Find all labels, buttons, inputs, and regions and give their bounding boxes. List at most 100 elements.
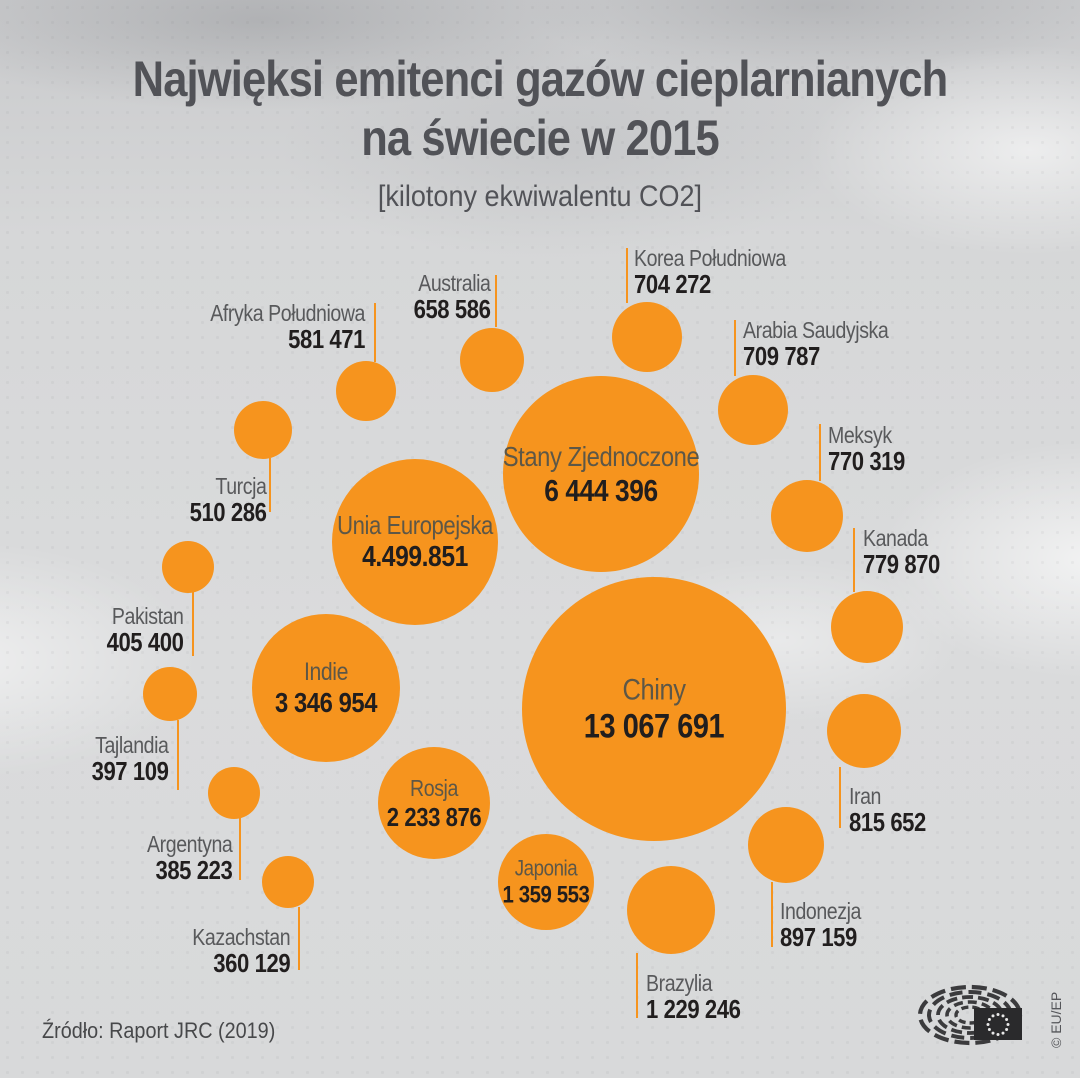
bubble-indie (252, 614, 400, 762)
country-name-rosja: Rosja (410, 775, 458, 801)
label-argentyna: Argentyna 385 223 (146, 831, 233, 885)
leader-line-kazachstan (298, 907, 300, 970)
country-name-korea-poludniowa: Korea Południowa (634, 245, 786, 271)
bubble-kazachstan (262, 856, 314, 908)
country-name-kanada: Kanada (863, 525, 928, 551)
label-turcja: Turcja 510 286 (189, 473, 266, 527)
label-tajlandia: Tajlandia 397 109 (91, 732, 169, 786)
country-name-afryka-poludniowa: Afryka Południowa (210, 300, 365, 326)
european-parliament-logo (917, 984, 1023, 1046)
label-stany-zjednoczone: Stany Zjednoczone 6 444 396 (503, 440, 700, 508)
country-value-indie: 3 346 954 (274, 687, 378, 718)
leader-line-arabia-saudyjska (734, 320, 736, 376)
country-name-arabia-saudyjska: Arabia Saudyjska (743, 317, 889, 343)
country-name-brazylia: Brazylia (646, 970, 713, 996)
bubble-argentyna (208, 767, 260, 819)
country-value-rosja: 2 233 876 (386, 802, 482, 832)
bubble-arabia-saudyjska (718, 375, 788, 445)
country-name-chiny: Chiny (622, 673, 686, 707)
country-value-unia-europejska: 4.499.851 (362, 541, 468, 573)
country-value-stany-zjednoczone: 6 444 396 (544, 473, 658, 508)
title-line-2: na świecie w 2015 (361, 110, 719, 166)
label-kazachstan: Kazachstan 360 129 (192, 924, 290, 978)
bubble-stany-zjednoczone (503, 376, 699, 572)
country-name-unia-europejska: Unia Europejska (337, 510, 493, 540)
title-line-1: Najwięksi emitenci gazów cieplarnianych (132, 51, 949, 107)
label-meksyk: Meksyk 770 319 (828, 422, 905, 476)
country-value-iran: 815 652 (849, 807, 926, 837)
country-name-pakistan: Pakistan (111, 603, 183, 629)
country-value-kazachstan: 360 129 (213, 948, 290, 978)
chart-unit-subtitle: [kilotony ekwiwalentu CO2] (377, 180, 703, 213)
bubble-afryka-poludniowa (336, 361, 396, 421)
leader-line-australia (495, 275, 497, 327)
bubble-pakistan (162, 541, 214, 593)
leader-line-kanada (853, 528, 855, 592)
copyright-credit: © EU/EP (1048, 991, 1064, 1048)
label-chiny: Chiny 13 067 691 (584, 673, 725, 746)
country-value-argentyna: 385 223 (155, 855, 232, 885)
label-brazylia: Brazylia 1 229 246 (646, 970, 741, 1024)
bubble-korea-poludniowa (612, 302, 682, 372)
label-arabia-saudyjska: Arabia Saudyjska 709 787 (743, 317, 889, 371)
label-korea-poludniowa: Korea Południowa 704 272 (634, 245, 786, 299)
label-afryka-poludniowa: Afryka Południowa 581 471 (210, 300, 365, 354)
leader-line-pakistan (192, 592, 194, 656)
bubble-chiny (522, 577, 786, 841)
country-name-kazachstan: Kazachstan (192, 924, 290, 950)
leader-line-indonezja (771, 882, 773, 947)
leader-line-argentyna (239, 818, 241, 880)
source-note: Źródło: Raport JRC (2019) (42, 1018, 276, 1043)
bubble-indonezja (748, 807, 824, 883)
leader-line-iran (839, 767, 841, 828)
bubble-tajlandia (143, 667, 197, 721)
country-name-indonezja: Indonezja (780, 898, 861, 924)
label-japonia: Japonia 1 359 553 (503, 855, 590, 910)
bubble-rosja (378, 747, 490, 859)
bubble-unia-europejska (332, 459, 498, 625)
country-name-indie: Indie (304, 658, 348, 686)
country-value-afryka-poludniowa: 581 471 (288, 324, 365, 354)
country-value-indonezja: 897 159 (780, 922, 857, 952)
country-value-arabia-saudyjska: 709 787 (743, 341, 820, 371)
leader-line-korea-poludniowa (626, 248, 628, 303)
bubble-japonia (498, 834, 594, 930)
leader-line-afryka-poludniowa (374, 303, 376, 362)
label-unia-europejska: Unia Europejska 4.499.851 (337, 510, 493, 574)
country-name-tajlandia: Tajlandia (94, 732, 169, 758)
country-value-tajlandia: 397 109 (91, 756, 168, 786)
country-value-australia: 658 586 (413, 294, 490, 324)
bubble-kanada (831, 591, 903, 663)
country-value-korea-poludniowa: 704 272 (634, 269, 711, 299)
page-title: Najwięksi emitenci gazów cieplarnianych … (70, 50, 1010, 168)
country-name-japonia: Japonia (514, 855, 578, 881)
label-indie: Indie 3 346 954 (275, 657, 377, 719)
leader-line-turcja (269, 458, 271, 512)
country-name-meksyk: Meksyk (828, 422, 892, 448)
country-value-turcja: 510 286 (189, 497, 266, 527)
country-value-japonia: 1 359 553 (502, 881, 590, 909)
country-value-pakistan: 405 400 (106, 627, 183, 657)
bubble-australia (460, 328, 524, 392)
country-value-meksyk: 770 319 (828, 446, 905, 476)
country-name-stany-zjednoczone: Stany Zjednoczone (502, 441, 700, 472)
country-name-iran: Iran (849, 783, 881, 809)
country-name-argentyna: Argentyna (146, 831, 233, 857)
bubble-brazylia (627, 866, 715, 954)
country-name-australia: Australia (417, 270, 491, 296)
label-indonezja: Indonezja 897 159 (780, 898, 861, 952)
country-name-turcja: Turcja (214, 473, 266, 499)
label-kanada: Kanada 779 870 (863, 525, 940, 578)
leader-line-tajlandia (177, 720, 179, 790)
label-rosja: Rosja 2 233 876 (386, 774, 482, 832)
label-pakistan: Pakistan 405 400 (106, 603, 183, 657)
label-iran: Iran 815 652 (849, 783, 926, 837)
bubble-iran (827, 694, 901, 768)
label-australia: Australia 658 586 (413, 270, 491, 324)
eu-flag-stars (986, 1013, 1010, 1036)
bubble-meksyk (771, 480, 843, 552)
leader-line-meksyk (819, 424, 821, 481)
country-value-brazylia: 1 229 246 (646, 994, 741, 1024)
